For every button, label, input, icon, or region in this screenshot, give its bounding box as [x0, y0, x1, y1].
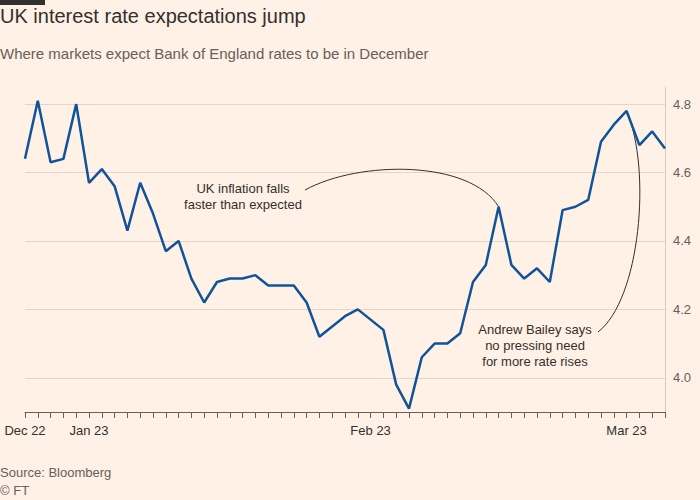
svg-text:4.4: 4.4 — [673, 233, 691, 248]
svg-text:4.8: 4.8 — [673, 97, 691, 112]
svg-text:Dec 22: Dec 22 — [4, 423, 45, 438]
svg-text:UK inflation falls: UK inflation falls — [196, 181, 290, 196]
svg-text:Mar 23: Mar 23 — [606, 423, 646, 438]
svg-text:Where markets expect Bank of E: Where markets expect Bank of England rat… — [0, 45, 429, 62]
svg-text:4.2: 4.2 — [673, 302, 691, 317]
svg-text:UK interest rate expectations: UK interest rate expectations jump — [0, 5, 306, 27]
svg-text:no pressing need: no pressing need — [485, 338, 585, 353]
svg-text:Feb 23: Feb 23 — [350, 423, 390, 438]
svg-text:Source: Bloomberg: Source: Bloomberg — [0, 465, 111, 480]
svg-text:4.0: 4.0 — [673, 370, 691, 385]
svg-text:for more rate rises: for more rate rises — [482, 354, 588, 369]
svg-text:4.6: 4.6 — [673, 165, 691, 180]
svg-text:© FT: © FT — [0, 483, 29, 498]
svg-text:Jan 23: Jan 23 — [69, 423, 108, 438]
svg-text:Andrew Bailey says: Andrew Bailey says — [478, 322, 592, 337]
svg-text:faster than expected: faster than expected — [184, 197, 302, 212]
